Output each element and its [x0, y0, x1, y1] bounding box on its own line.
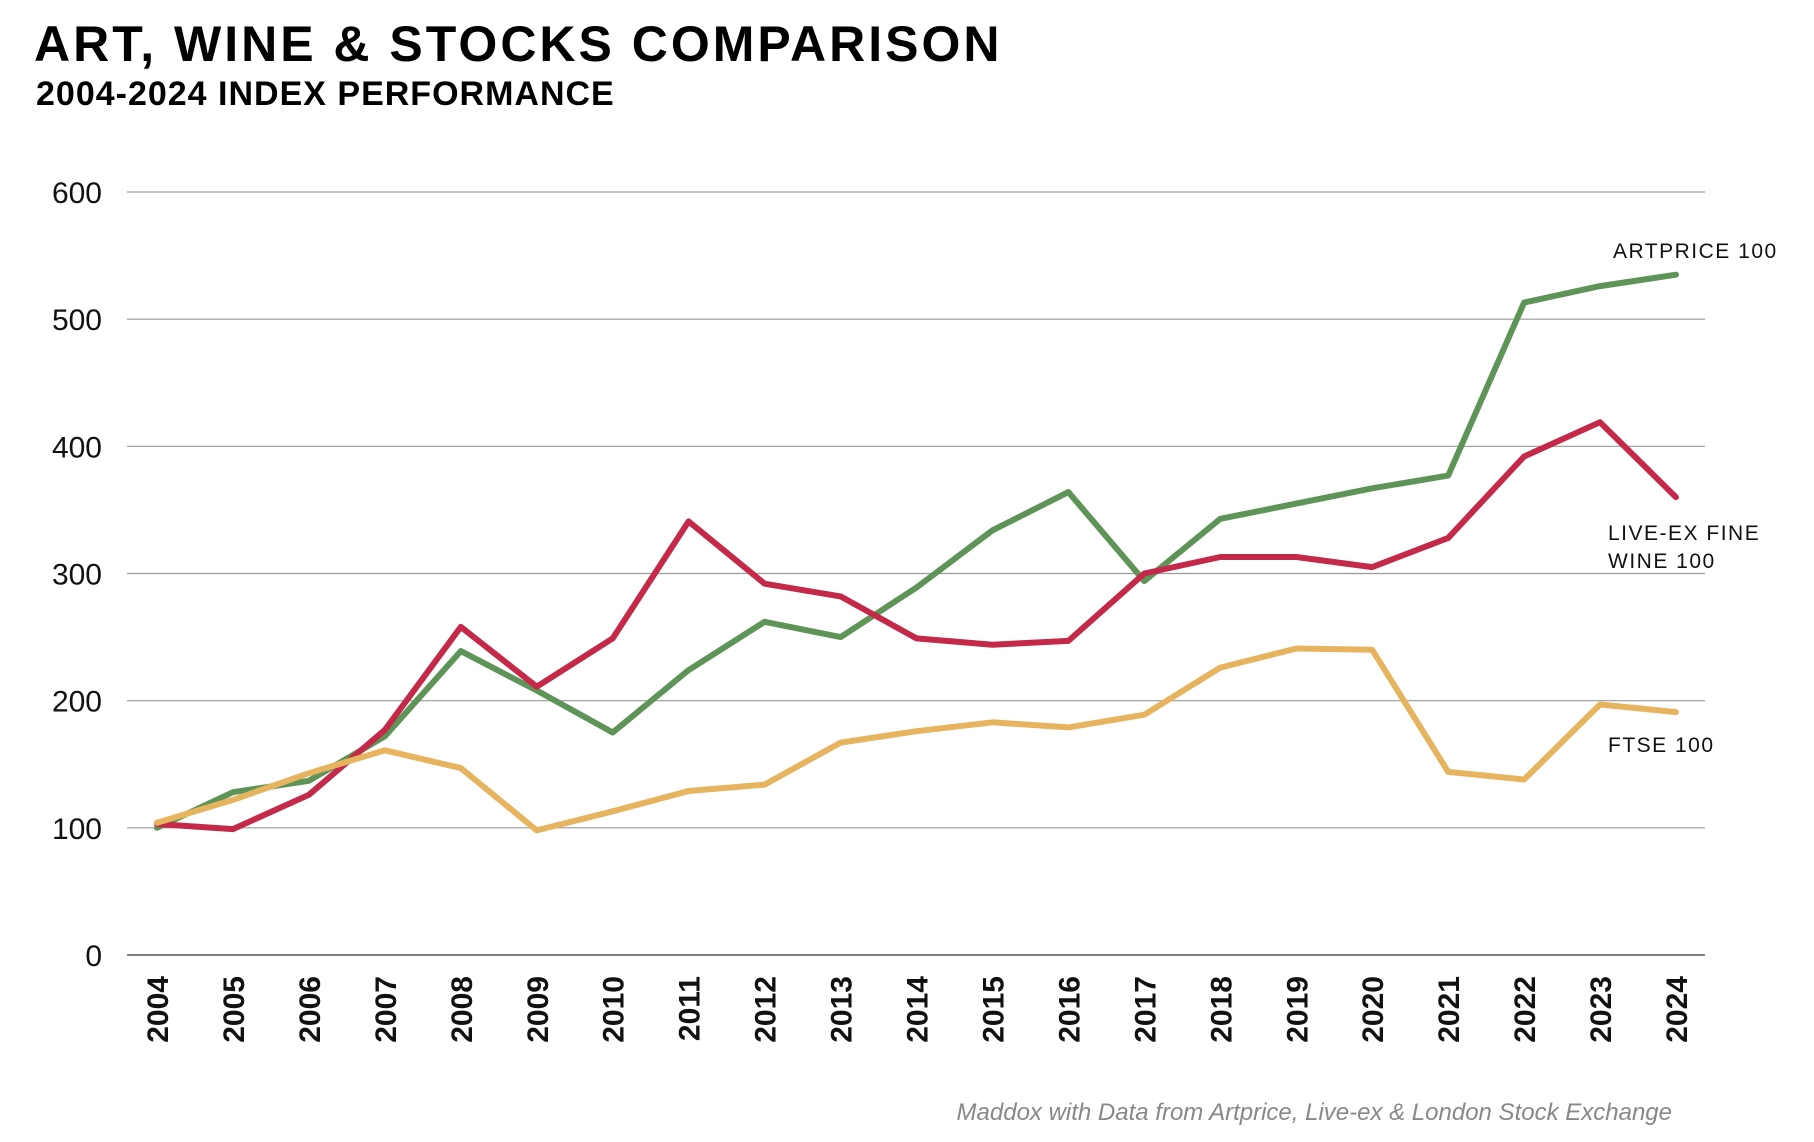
y-tick-label: 600: [52, 177, 102, 210]
y-tick-label: 300: [52, 559, 102, 592]
series-line-live-ex-fine-wine-100: [154, 419, 1679, 833]
x-tick-label: 2008: [446, 976, 479, 1043]
x-tick-label: 2006: [294, 976, 327, 1043]
x-tick-label: 2011: [674, 976, 707, 1041]
series-line-artprice-100: [154, 271, 1679, 831]
source-note: Maddox with Data from Artprice, Live-ex …: [957, 1099, 1672, 1126]
x-tick-label: 2021: [1433, 976, 1466, 1043]
y-tick-label: 500: [52, 304, 102, 337]
x-axis-ticks: 2004 2005 2006 2007 2008 2009 2010 2011 2012 2013…: [142, 976, 1694, 1043]
series-label: WINE 100: [1608, 550, 1716, 573]
x-tick-label: 2004: [142, 976, 175, 1043]
y-tick-label: 200: [52, 686, 102, 719]
chart-subtitle: 2004-2024 INDEX PERFORMANCE: [36, 75, 615, 113]
y-tick-label: 0: [85, 940, 102, 973]
x-tick-label: 2018: [1205, 976, 1238, 1043]
x-tick-label: 2015: [977, 976, 1010, 1043]
chart-title: ART, WINE & STOCKS COMPARISON: [34, 16, 1003, 72]
x-tick-label: 2010: [598, 976, 631, 1043]
series-lines: [154, 271, 1679, 834]
x-tick-label: 2020: [1357, 976, 1390, 1043]
x-tick-label: 2007: [370, 976, 403, 1043]
x-tick-label: 2013: [826, 976, 859, 1043]
x-tick-label: 2009: [522, 976, 555, 1043]
y-axis-ticks: 0 100 200 300 400 500 600: [52, 177, 102, 973]
series-line-ftse-100: [154, 645, 1679, 834]
series-label: ARTPRICE 100: [1613, 240, 1778, 263]
series-labels: ARTPRICE 100 LIVE-EX FINE WINE 100 FTSE 100: [1608, 240, 1778, 757]
x-tick-label: 2017: [1129, 976, 1162, 1043]
series-label: LIVE-EX FINE: [1608, 522, 1760, 545]
x-tick-label: 2012: [750, 976, 783, 1043]
x-tick-label: 2023: [1585, 976, 1618, 1043]
x-tick-label: 2022: [1509, 976, 1542, 1043]
series-label: FTSE 100: [1608, 734, 1715, 757]
y-tick-label: 400: [52, 431, 102, 464]
x-tick-label: 2014: [902, 976, 935, 1043]
y-tick-label: 100: [52, 813, 102, 846]
gridlines: [127, 191, 1705, 956]
x-tick-label: 2005: [218, 976, 251, 1043]
x-tick-label: 2024: [1661, 976, 1694, 1043]
x-tick-label: 2019: [1281, 976, 1314, 1043]
x-tick-label: 2016: [1053, 976, 1086, 1043]
